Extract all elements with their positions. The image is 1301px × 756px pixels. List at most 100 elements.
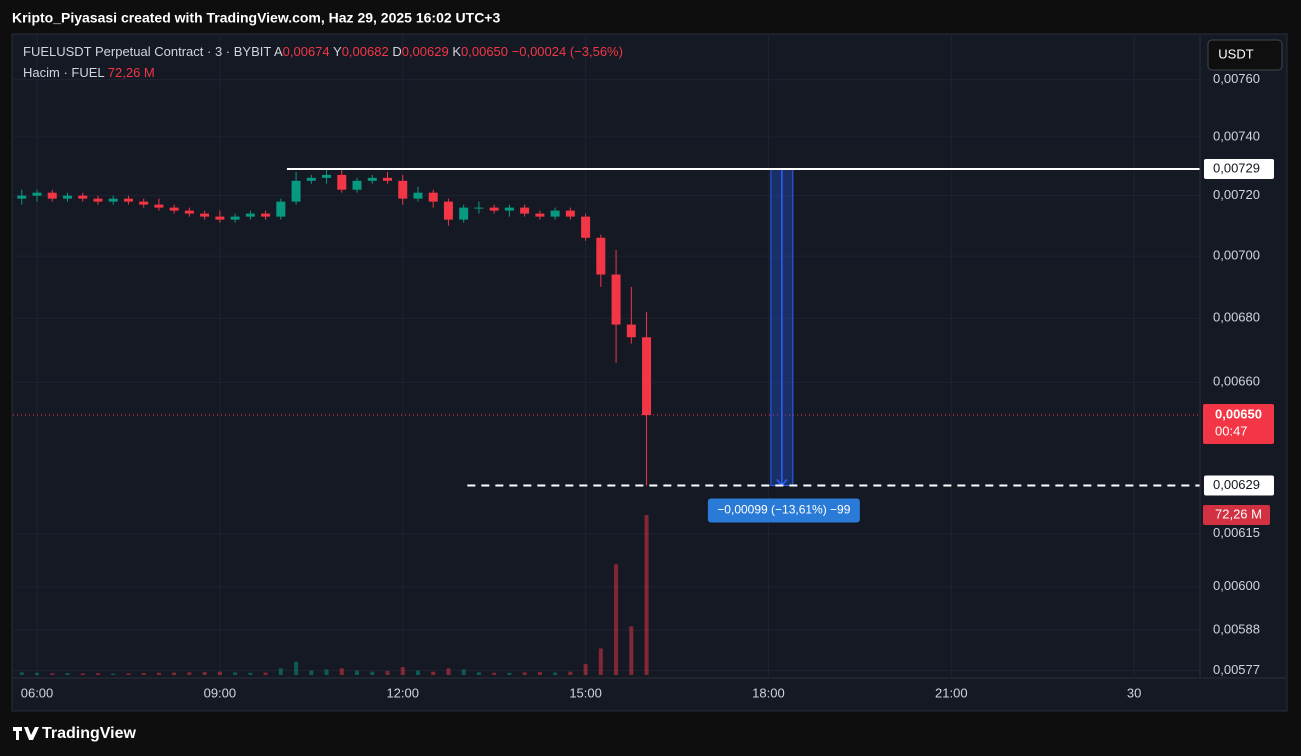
candle-body bbox=[367, 177, 377, 181]
volume-bar bbox=[65, 673, 70, 675]
volume-bar bbox=[233, 672, 238, 675]
candle-body bbox=[337, 174, 347, 190]
y-tick-label: 0,00660 bbox=[1213, 374, 1260, 389]
volume-bar bbox=[522, 672, 527, 675]
candle-body bbox=[93, 198, 103, 202]
volume-bar bbox=[370, 671, 375, 675]
candle-body bbox=[474, 207, 484, 209]
x-tick-label: 21:00 bbox=[935, 685, 968, 700]
volume-bar bbox=[111, 673, 116, 675]
footer-brand: TradingView bbox=[42, 725, 137, 742]
candle-body bbox=[291, 180, 301, 202]
candle-body bbox=[520, 207, 530, 214]
legend-key: A bbox=[274, 44, 283, 59]
volume-bar bbox=[553, 672, 558, 675]
candle-body bbox=[108, 198, 118, 202]
candle-body bbox=[261, 213, 271, 217]
y-tick-label: 0,00615 bbox=[1213, 525, 1260, 540]
candle-body bbox=[443, 201, 453, 220]
volume-bar bbox=[400, 667, 405, 675]
candle-body bbox=[154, 204, 164, 208]
volume-bar bbox=[583, 663, 588, 675]
volume-bar bbox=[598, 648, 603, 675]
volume-bar bbox=[80, 673, 85, 675]
volume-bar bbox=[141, 673, 146, 675]
volume-legend-name: Hacim · FUEL bbox=[23, 65, 104, 80]
candle-body bbox=[489, 207, 499, 211]
candle-body bbox=[535, 213, 545, 217]
legend-line: FUELUSDT Perpetual Contract · 3 · BYBIT … bbox=[23, 44, 623, 59]
x-tick-label: 30 bbox=[1127, 685, 1141, 700]
volume-bar bbox=[461, 669, 466, 675]
volume-bar bbox=[202, 672, 207, 675]
candle-body bbox=[306, 177, 316, 181]
level-label-box bbox=[1204, 159, 1274, 180]
candle-body bbox=[322, 174, 332, 178]
volume-bar bbox=[537, 672, 542, 675]
candle-body bbox=[550, 210, 560, 217]
volume-bar bbox=[95, 673, 100, 675]
candle-body bbox=[276, 201, 286, 217]
candle-body bbox=[32, 192, 42, 196]
candle-body bbox=[200, 213, 210, 217]
volume-legend: Hacim · FUEL 72,26 M bbox=[23, 65, 155, 80]
candle-body bbox=[504, 207, 514, 211]
currency-label[interactable]: USDT bbox=[1218, 46, 1253, 61]
candle-body bbox=[382, 177, 392, 181]
y-tick-label: 0,00577 bbox=[1213, 662, 1260, 677]
candle-body bbox=[245, 213, 255, 217]
measure-label-box bbox=[707, 498, 860, 523]
grid bbox=[13, 35, 1200, 678]
volume-bar bbox=[644, 515, 649, 675]
header: Kripto_Piyasasi created with TradingView… bbox=[12, 10, 500, 26]
x-tick-label: 18:00 bbox=[752, 685, 785, 700]
candle-body bbox=[139, 201, 149, 205]
plot: −0,00099 (−13,61%) −99 bbox=[13, 168, 1200, 675]
footer-logo bbox=[13, 727, 39, 740]
measure-label: −0,00099 (−13,61%) −99 bbox=[717, 503, 850, 517]
candle-body bbox=[459, 207, 469, 220]
level-label: 0,00729 bbox=[1213, 160, 1260, 175]
volume-axis-label: 72,26 M bbox=[1215, 506, 1262, 521]
legend-key: Y bbox=[333, 44, 342, 59]
volume-bar bbox=[355, 670, 360, 675]
candle-body bbox=[62, 195, 72, 199]
volume-bar bbox=[385, 671, 390, 675]
candle-body bbox=[17, 195, 27, 199]
volume-bar bbox=[431, 671, 436, 675]
volume-bar bbox=[415, 670, 420, 675]
currency-button[interactable] bbox=[1207, 39, 1283, 71]
volume-bar bbox=[172, 672, 177, 675]
x-tick-label: 09:00 bbox=[204, 685, 237, 700]
volume-bar bbox=[278, 668, 283, 675]
candle-body bbox=[626, 324, 636, 338]
candle-body bbox=[78, 195, 88, 199]
candle-body bbox=[215, 216, 225, 220]
y-tick-label: 0,00680 bbox=[1213, 310, 1260, 325]
volume-bar bbox=[35, 672, 40, 675]
candle-body bbox=[184, 210, 194, 214]
candle-body bbox=[596, 237, 606, 275]
y-tick-label: 0,00600 bbox=[1213, 578, 1260, 593]
countdown-label: 00:47 bbox=[1215, 423, 1248, 438]
candle-body bbox=[47, 192, 57, 199]
volume-bar bbox=[339, 668, 344, 675]
candle-body bbox=[642, 337, 652, 416]
legend-key: D bbox=[392, 44, 401, 59]
level-label-box bbox=[1204, 475, 1274, 496]
legend-value: 0,00682 bbox=[342, 44, 389, 59]
volume-bar bbox=[248, 672, 253, 675]
candle-body bbox=[428, 192, 438, 202]
y-tick-label: 0,00720 bbox=[1213, 187, 1260, 202]
legend-value: 0,00650 bbox=[461, 44, 508, 59]
volume-bar bbox=[476, 672, 481, 675]
volume-bar bbox=[309, 670, 314, 675]
volume-bar bbox=[156, 672, 161, 675]
y-tick-label: 0,00740 bbox=[1213, 128, 1260, 143]
volume-legend-value: 72,26 M bbox=[108, 65, 155, 80]
candle-body bbox=[398, 180, 408, 199]
candle-body bbox=[352, 180, 362, 190]
volume-bar bbox=[629, 626, 634, 675]
candle-body bbox=[169, 207, 179, 211]
last-price-label: 0,00650 bbox=[1215, 406, 1262, 421]
